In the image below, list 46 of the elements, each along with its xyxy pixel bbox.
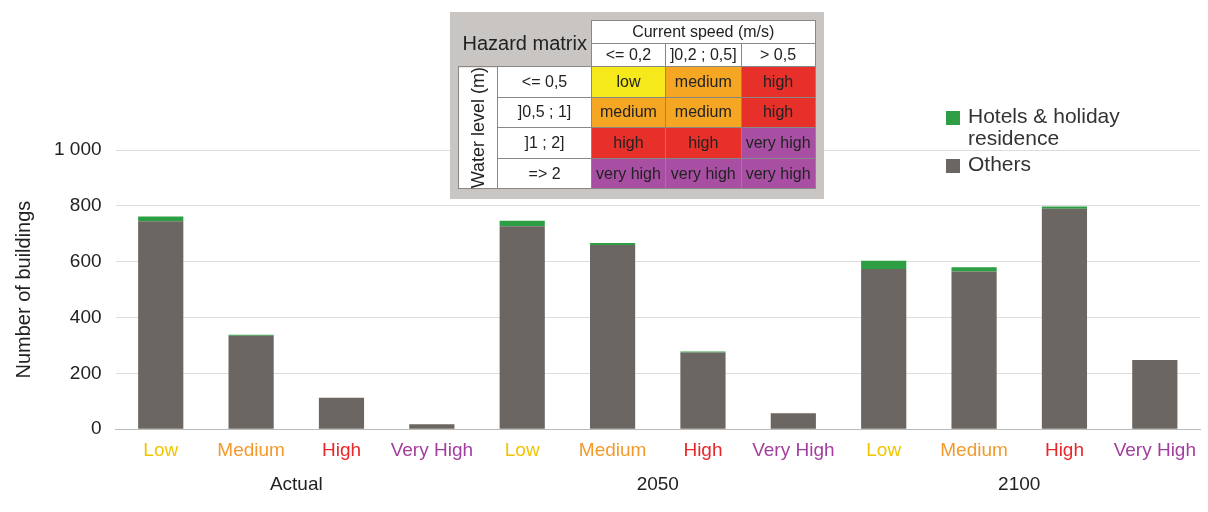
text: medium xyxy=(599,103,657,121)
text: medium xyxy=(674,103,732,121)
text: ]0,2 ; 0,5] xyxy=(669,46,737,63)
y-tick-label: 200 xyxy=(69,361,102,383)
text: high xyxy=(762,72,794,90)
x-tick-label: High xyxy=(1044,438,1084,460)
x-tick-label: Very High xyxy=(390,438,474,460)
text: > 0,5 xyxy=(760,46,797,63)
legend-label: Others xyxy=(968,152,1032,175)
x-tick-label: Low xyxy=(866,438,902,460)
y-tick-label: 800 xyxy=(69,194,102,216)
annotation: ]1 ; 2] xyxy=(497,127,592,159)
y-tick-label: 1 000 xyxy=(54,138,102,160)
text: high xyxy=(762,103,794,121)
annotation: very high xyxy=(591,158,666,189)
text: low xyxy=(616,72,641,90)
text: Current speed (m/s) xyxy=(632,23,775,40)
y-tick-label: 400 xyxy=(69,305,102,327)
x-tick-label: Very High xyxy=(1113,438,1196,460)
y-tick-label: 0 xyxy=(90,417,102,439)
annotation: => 2 xyxy=(497,158,592,189)
text: Hazard matrix xyxy=(462,32,587,55)
annotation: very high xyxy=(665,158,742,189)
annotation: Water level (m) xyxy=(458,66,498,189)
text: <= 0,5 xyxy=(521,72,568,90)
x-tick-label: Low xyxy=(504,438,540,460)
x-tick-label: Medium xyxy=(578,438,647,460)
y-tick-label: 600 xyxy=(69,249,102,271)
annotation: high xyxy=(665,127,742,159)
x-tick-label: Very High xyxy=(752,438,835,460)
x-tick-label: Medium xyxy=(940,438,1008,460)
text: medium xyxy=(674,72,732,90)
text: Actual xyxy=(269,472,323,494)
x-tick-label: Medium xyxy=(217,438,285,460)
x-tick-label: High xyxy=(683,438,723,460)
annotation: very high xyxy=(741,127,816,159)
text: ]0,5 ; 1] xyxy=(517,103,572,121)
annotation: high xyxy=(591,127,666,159)
text: <= 0,2 xyxy=(605,46,652,63)
x-tick-label: High xyxy=(321,438,362,460)
annotation: very high xyxy=(741,158,816,189)
y-axis-title: Number of buildings xyxy=(11,200,34,379)
text: 2100 xyxy=(998,472,1041,494)
legend-label: Hotels & holiday residence xyxy=(968,104,1121,149)
x-tick-label: Low xyxy=(143,438,179,460)
text: 2050 xyxy=(636,472,679,494)
